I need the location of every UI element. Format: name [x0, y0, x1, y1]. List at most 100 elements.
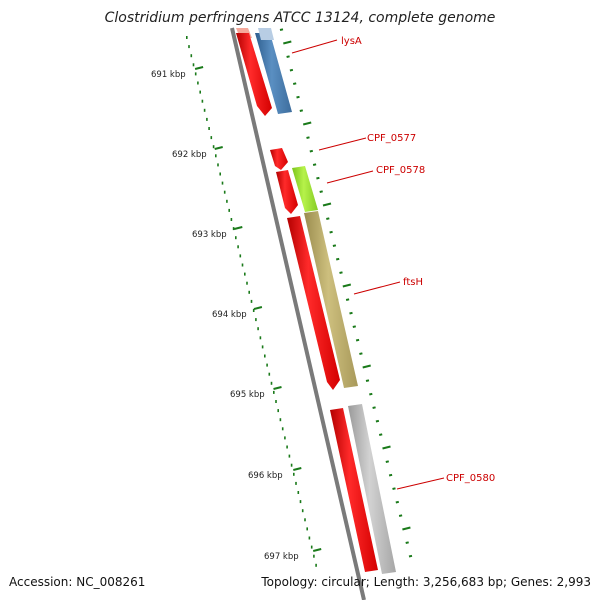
- ruler-minor-tick: [284, 436, 286, 440]
- gene-label-CPF_0578[interactable]: CPF_0578: [376, 165, 425, 176]
- ruler-minor-tick: [221, 181, 224, 185]
- cds-red-4[interactable]: [330, 408, 378, 572]
- gene-label-leaders: [291, 39, 445, 490]
- ruler-minor-tick: [304, 518, 306, 522]
- ruler-minor-tick: [264, 354, 266, 358]
- ruler-minor-tick: [295, 481, 297, 485]
- ruler-labels: 691 kbp 692 kbp 693 kbp 694 kbp 695 kbp …: [151, 70, 299, 562]
- feature-tick: [365, 379, 370, 382]
- cds-red-2[interactable]: [276, 170, 298, 214]
- ruler-minor-tick: [241, 263, 244, 267]
- gene-label-CPF_0577[interactable]: CPF_0577: [367, 133, 416, 144]
- gene-labels: lysA CPF_0577 CPF_0578 ftsH CPF_0580: [341, 36, 495, 484]
- ruler-dots: [186, 36, 317, 567]
- feature-tick: [408, 554, 413, 558]
- ruler-minor-tick: [288, 454, 291, 458]
- ruler-minor-tick: [248, 290, 250, 294]
- cds-red-1[interactable]: [236, 33, 272, 116]
- gene-label-ftsH[interactable]: ftsH: [403, 277, 423, 288]
- feature-tick: [398, 514, 403, 517]
- ruler-minor-tick: [252, 309, 255, 312]
- feature-tick: [335, 257, 340, 261]
- ruler-minor-tick: [270, 381, 273, 385]
- ruler-label-697: 697 kbp: [264, 552, 299, 562]
- ruler-minor-tick: [194, 72, 197, 76]
- cds-CPF_0580[interactable]: [348, 404, 396, 574]
- ruler-minor-tick: [255, 318, 257, 322]
- feature-tick: [312, 163, 317, 166]
- feature-tick: [322, 202, 332, 207]
- ruler-minor-tick: [268, 372, 271, 376]
- ruler-minor-tick: [237, 245, 239, 249]
- feature-tick: [289, 68, 294, 72]
- ruler-minor-tick: [246, 281, 248, 285]
- ruler-minor-tick: [261, 345, 264, 349]
- ruler-minor-tick: [206, 117, 208, 121]
- ruler-minor-tick: [239, 254, 242, 258]
- feature-tick: [369, 392, 373, 396]
- ruler-minor-tick: [273, 390, 275, 394]
- ruler-minor-tick: [232, 227, 235, 231]
- ruler-label-693: 693 kbp: [192, 230, 227, 240]
- cds-CPF_0577[interactable]: [270, 148, 288, 170]
- ruler-minor-tick: [212, 145, 215, 149]
- cds-CPF_0578[interactable]: [292, 166, 318, 212]
- ruler-minor-tick: [257, 327, 259, 331]
- gene-label-CPF_0580[interactable]: CPF_0580: [446, 473, 495, 484]
- ruler-major-tick: [293, 467, 302, 471]
- ruler-label-692: 692 kbp: [172, 150, 207, 160]
- ruler-major-tick: [253, 306, 263, 310]
- ruler-minor-tick: [293, 472, 295, 476]
- ruler-minor-tick: [308, 536, 311, 540]
- ruler-minor-tick: [315, 563, 317, 567]
- ruler-minor-tick: [266, 363, 268, 367]
- cds-red-3[interactable]: [287, 216, 340, 390]
- ruler-minor-tick: [219, 172, 221, 176]
- ruler-minor-tick: [290, 463, 293, 467]
- ruler-major-tick: [312, 548, 322, 552]
- ruler-minor-tick: [277, 409, 279, 413]
- feature-tick: [345, 298, 350, 301]
- feature-tick: [349, 311, 353, 315]
- ruler-minor-tick: [306, 527, 308, 531]
- ruler-minor-tick: [279, 418, 282, 422]
- ruler-minor-tick: [235, 236, 237, 240]
- feature-tick: [296, 95, 300, 99]
- ruler-minor-tick: [210, 136, 213, 140]
- ruler-minor-tick: [217, 163, 219, 167]
- feature-tick: [299, 109, 304, 112]
- feature-tick: [392, 487, 396, 490]
- feature-tick: [388, 473, 393, 477]
- feature-tick: [359, 352, 363, 355]
- feature-tick: [362, 364, 371, 369]
- feature-ticks: [279, 28, 413, 558]
- ruler-minor-tick: [223, 190, 226, 194]
- feature-tick: [342, 283, 352, 288]
- ruler-minor-tick: [201, 99, 204, 103]
- ruler-minor-tick: [188, 45, 190, 49]
- feature-tick: [375, 419, 380, 423]
- ruler-label-691: 691 kbp: [151, 70, 186, 80]
- gene-label-lysA[interactable]: lysA: [341, 36, 362, 47]
- feature-tick: [355, 338, 360, 342]
- ruler-major-tick: [234, 226, 243, 230]
- cds-lysA-highlight: [258, 28, 274, 40]
- ruler-minor-tick: [208, 127, 210, 130]
- cds-ftsH[interactable]: [304, 211, 358, 388]
- ruler-minor-tick: [286, 445, 288, 449]
- feature-tick: [352, 325, 357, 328]
- ruler-minor-tick: [281, 427, 284, 431]
- feature-tick: [382, 445, 391, 450]
- ruler-major-tick: [214, 146, 223, 150]
- ruler-minor-tick: [297, 491, 300, 494]
- ruler-major-ticks: [194, 66, 322, 552]
- cds-lysA[interactable]: [255, 33, 292, 114]
- ruler-minor-tick: [250, 299, 253, 303]
- feature-tick: [329, 230, 333, 234]
- feature-tick: [402, 526, 411, 531]
- ruler-minor-tick: [203, 108, 206, 112]
- ruler-minor-tick: [310, 545, 313, 549]
- ruler-minor-tick: [215, 154, 217, 158]
